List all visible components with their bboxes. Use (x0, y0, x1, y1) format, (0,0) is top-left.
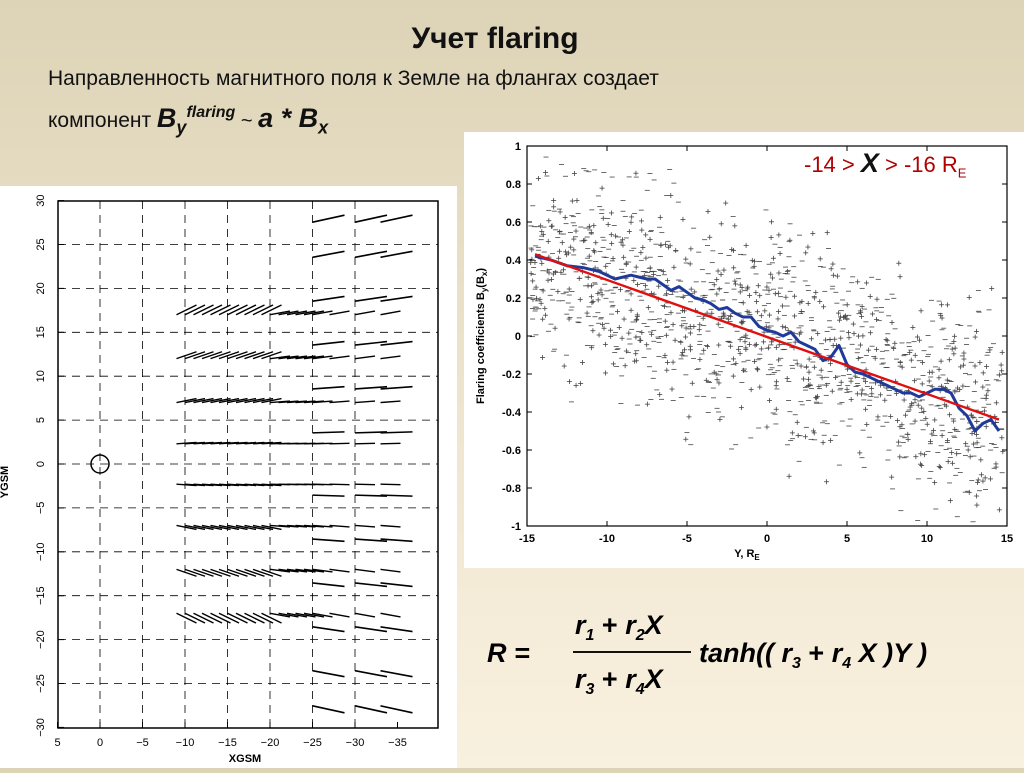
field-vectors (177, 215, 413, 713)
left-ytick-label: 25 (35, 238, 47, 250)
field-vector (313, 251, 345, 257)
left-ytick-label: −25 (35, 674, 47, 693)
chart-ylabel: Flaring coefficients By(Bx) (475, 268, 489, 404)
left-plot-frame (58, 201, 438, 728)
left-ytick-label: 20 (35, 282, 47, 294)
subtitle-prefix: компонент (48, 109, 157, 132)
vector-field-plot: 30 25 20 15 10 5 0 −5 −10 −15 −20 −25 −30 5 0 −5 −10 −15… (0, 186, 457, 768)
chart-ytick-label: -0.4 (502, 407, 522, 419)
eq-tanh: tanh(( r3 + r4 X )Y ) (699, 638, 927, 672)
field-vector (313, 495, 345, 496)
field-vector (313, 296, 345, 301)
chart-xtick-label: 5 (844, 533, 850, 545)
chart-ytick-label: 0.2 (506, 293, 521, 305)
chart-xtick-label: 10 (921, 533, 933, 545)
chart-xtick-label: -10 (599, 533, 615, 545)
field-vector (381, 525, 401, 527)
chart-xtick-label: 0 (764, 533, 770, 545)
left-ytick-label: 0 (35, 461, 47, 467)
field-vector (355, 356, 375, 359)
ygsm-label: YGSM (0, 466, 11, 498)
field-vector (355, 569, 375, 572)
subtitle-line-1: Направленность магнитного поля к Земле н… (48, 62, 828, 96)
field-vector (381, 495, 413, 496)
field-vector (313, 215, 345, 222)
flaring-chart-panel: 1 0.8 0.6 0.4 0.2 0 -0.2 -0.4 -0.6 -0.8 -1 -15 -10 -… (464, 132, 1024, 568)
chart-ytick-label: -0.6 (502, 445, 521, 457)
vector-field-panel: 30 25 20 15 10 5 0 −5 −10 −15 −20 −25 −30 5 0 −5 −10 −15… (0, 186, 457, 768)
left-xtick-label: 0 (97, 737, 103, 749)
chart-ytick-label: 0.6 (506, 217, 521, 229)
eq-lhs: R = (487, 638, 530, 668)
left-xtick-label: 5 (54, 737, 60, 749)
field-vector (313, 342, 345, 346)
left-ytick-label: 10 (35, 370, 47, 382)
x-range-legend: -14 > X > -16 RE (804, 148, 966, 180)
left-xtick-label: −15 (218, 737, 237, 749)
chart-ytick-label: 0.4 (506, 255, 522, 267)
left-xtick-label: −5 (136, 737, 149, 749)
left-ytick-label: 30 (35, 194, 47, 206)
field-vector (355, 613, 375, 617)
left-ytick-label: −15 (35, 586, 47, 605)
chart-ytick-label: 0 (515, 331, 521, 343)
left-xtick-label: −30 (346, 737, 365, 749)
field-vector (313, 671, 345, 677)
left-xtick-label: −10 (176, 737, 195, 749)
field-vector (381, 356, 401, 359)
left-ytick-label: −20 (35, 630, 47, 649)
chart-xlabel: Y, RE (734, 548, 760, 562)
left-ytick-label: 15 (35, 326, 47, 338)
field-vector (355, 525, 375, 527)
left-ytick-label: −10 (35, 542, 47, 561)
field-vector (381, 311, 401, 315)
chart-ytick-label: 1 (515, 141, 521, 153)
field-vector (313, 387, 345, 389)
field-vector (313, 539, 345, 541)
field-vector (313, 627, 345, 632)
r-equation: R = r1 + r2X r3 + r4X tanh(( r3 + r4 X )… (487, 600, 1007, 710)
chart-xtick-label: -5 (682, 533, 692, 545)
field-vector (381, 432, 413, 433)
chart-ytick-label: -1 (511, 521, 521, 533)
chart-xtick-label: 15 (1001, 533, 1013, 545)
left-ytick-label: 5 (35, 417, 47, 423)
chart-xtick-label: -15 (519, 533, 535, 545)
left-xtick-label: −25 (303, 737, 322, 749)
eq-numerator: r1 + r2X (575, 610, 665, 644)
field-vector (313, 583, 345, 587)
field-vector (381, 401, 401, 403)
eq-denominator: r3 + r4X (575, 664, 665, 698)
field-vector (355, 401, 375, 403)
field-vector (381, 569, 401, 572)
chart-ytick-label: 0.8 (506, 179, 521, 191)
field-vector (355, 311, 375, 315)
slide-title: Учет flaring (0, 22, 990, 56)
field-vector (313, 706, 345, 713)
chart-ytick-label: -0.2 (502, 369, 521, 381)
field-vector (313, 432, 345, 433)
flaring-chart: 1 0.8 0.6 0.4 0.2 0 -0.2 -0.4 -0.6 -0.8 -1 -15 -10 -… (464, 132, 1024, 568)
field-vector (381, 613, 401, 617)
left-xtick-label: −35 (388, 737, 407, 749)
left-xtick-label: −20 (261, 737, 280, 749)
left-ytick-label: −5 (35, 502, 47, 515)
flaring-formula: Byflaring ~ a * Bx (157, 103, 328, 133)
xgsm-label: XGSM (229, 753, 261, 765)
chart-ytick-label: -0.8 (502, 483, 521, 495)
left-ytick-label: −30 (35, 718, 47, 737)
